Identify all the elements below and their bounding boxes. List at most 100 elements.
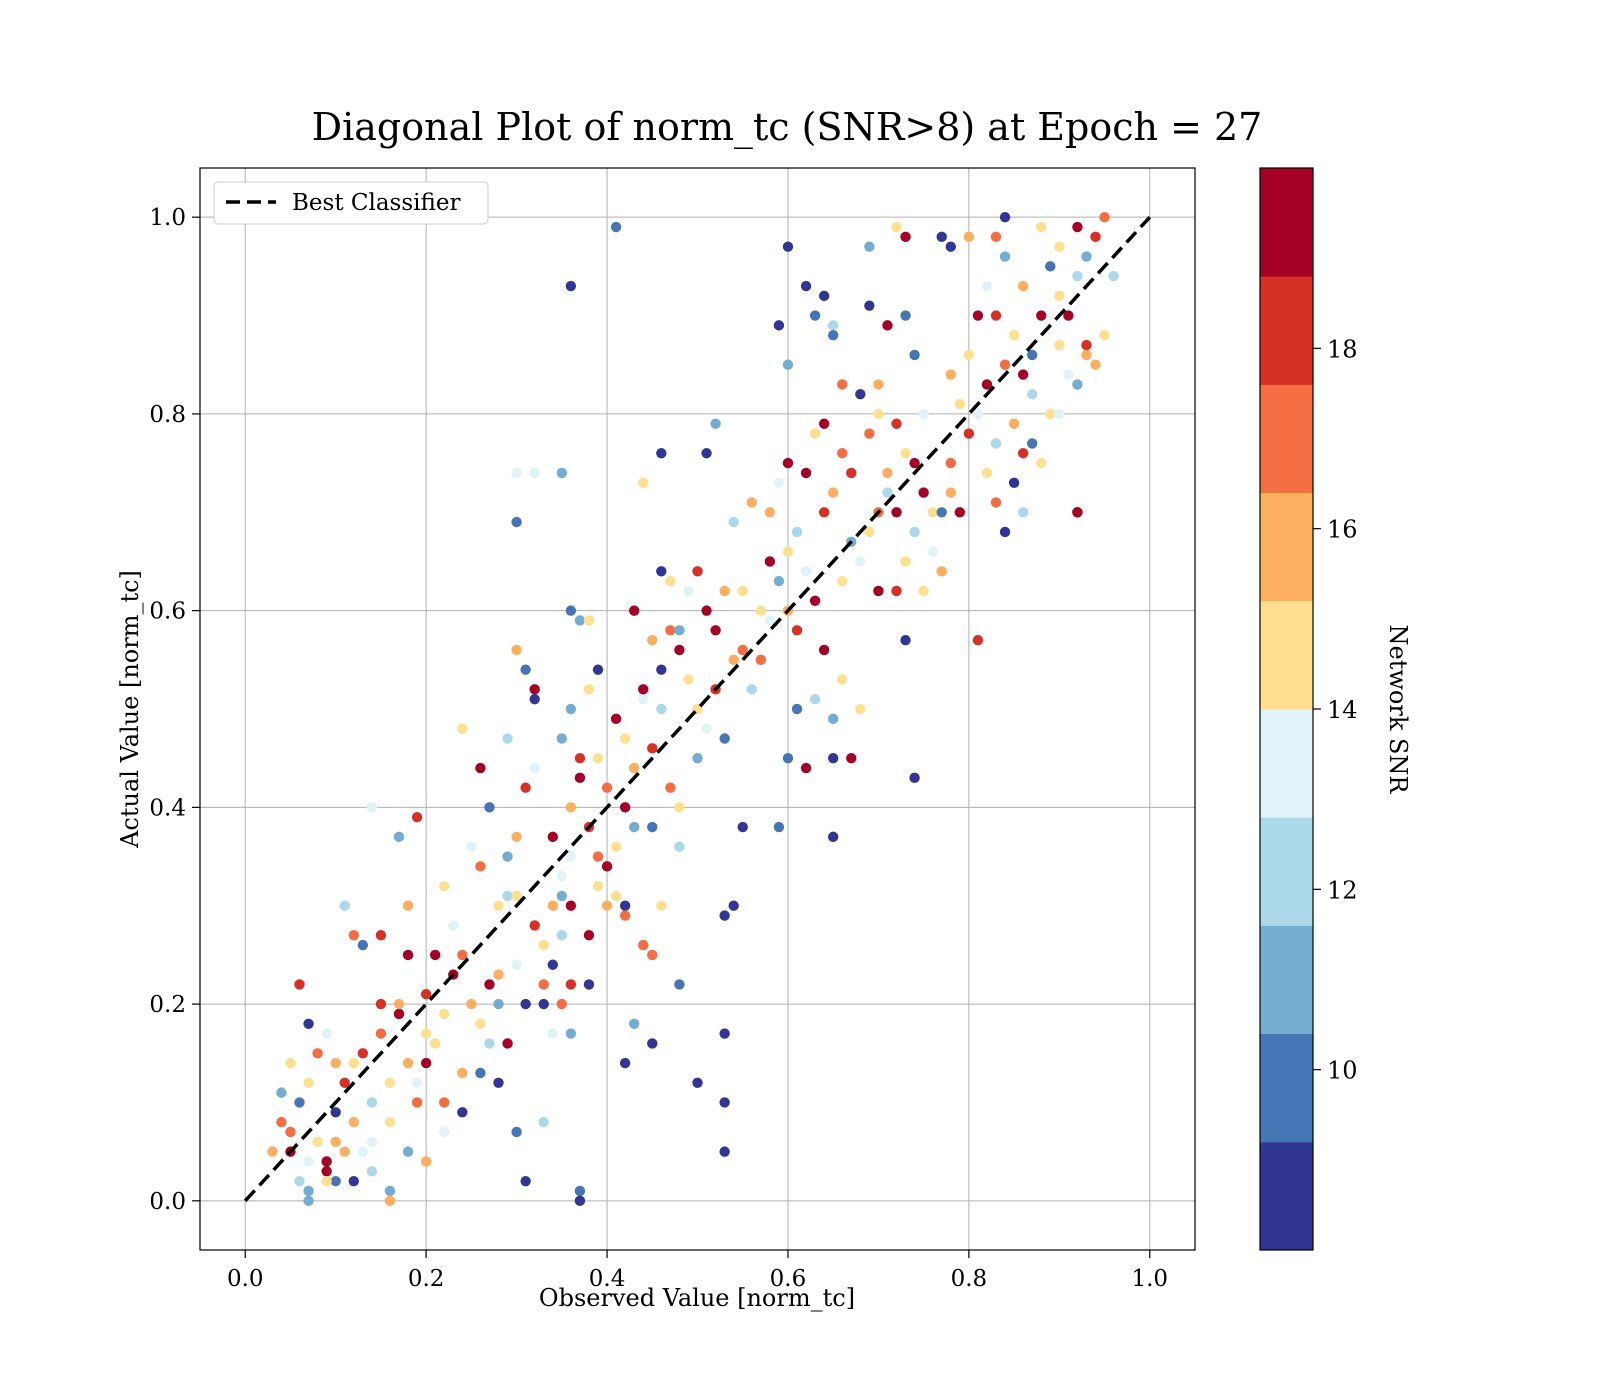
data-point xyxy=(674,841,685,852)
data-point xyxy=(411,1097,423,1108)
data-point xyxy=(466,998,477,1010)
data-point xyxy=(393,1008,405,1020)
data-point xyxy=(972,408,984,420)
data-point xyxy=(1026,389,1038,400)
data-point xyxy=(647,1038,658,1049)
colorbar-label: Network SNR xyxy=(1384,625,1412,795)
data-point xyxy=(556,467,568,479)
data-point xyxy=(674,625,685,636)
data-point xyxy=(900,448,911,459)
data-point xyxy=(818,290,830,302)
data-point xyxy=(791,703,803,715)
data-point xyxy=(556,890,568,902)
data-point xyxy=(773,821,785,833)
data-point xyxy=(746,684,757,695)
data-point xyxy=(366,1136,378,1148)
data-point xyxy=(520,998,531,1010)
grid xyxy=(200,168,1195,1250)
data-point xyxy=(927,546,938,557)
data-point xyxy=(864,428,875,439)
data-point xyxy=(737,821,748,833)
data-point xyxy=(294,1175,305,1187)
data-point xyxy=(864,526,875,538)
data-point xyxy=(547,900,558,911)
data-point xyxy=(954,398,966,410)
colorbar-band xyxy=(1260,276,1313,385)
data-point xyxy=(918,487,929,498)
data-point xyxy=(321,1028,332,1039)
data-point xyxy=(900,634,911,646)
data-point xyxy=(1026,349,1038,361)
data-point xyxy=(321,1166,332,1177)
data-point xyxy=(1036,457,1047,469)
data-point xyxy=(520,664,531,675)
data-point xyxy=(357,939,369,951)
data-point xyxy=(547,831,558,843)
data-point xyxy=(837,448,848,459)
data-point xyxy=(855,556,866,567)
data-point xyxy=(873,408,884,420)
data-point xyxy=(439,1008,450,1020)
data-point xyxy=(773,575,785,587)
data-point xyxy=(529,684,540,695)
data-point xyxy=(1036,221,1047,233)
data-point xyxy=(791,625,803,636)
data-point xyxy=(312,1048,323,1059)
colorbar-bands xyxy=(1260,168,1313,1251)
data-point xyxy=(511,516,522,528)
data-point xyxy=(837,674,848,685)
data-point xyxy=(375,1028,387,1039)
data-point xyxy=(1072,379,1083,390)
data-point xyxy=(999,526,1011,538)
colorbar-band xyxy=(1260,1141,1313,1251)
data-point xyxy=(520,1175,531,1187)
data-point xyxy=(900,556,911,567)
data-point xyxy=(1054,339,1065,351)
data-point xyxy=(565,605,577,616)
data-point xyxy=(628,821,640,833)
data-point xyxy=(1081,251,1092,262)
data-point xyxy=(312,1136,323,1148)
data-point xyxy=(1045,261,1056,272)
data-point xyxy=(809,595,821,606)
data-point xyxy=(674,802,685,813)
data-point xyxy=(303,1156,314,1167)
data-point xyxy=(782,752,794,764)
data-point xyxy=(493,969,504,980)
x-tick-label: 0.2 xyxy=(408,1266,445,1292)
data-point xyxy=(420,1028,432,1039)
data-point xyxy=(873,379,884,390)
colorbar-tick-label: 18 xyxy=(1327,335,1358,363)
data-point xyxy=(511,467,522,479)
data-point xyxy=(882,467,893,479)
plot-frame xyxy=(199,167,1196,1251)
data-point xyxy=(511,959,522,970)
data-point xyxy=(755,605,767,616)
data-point xyxy=(1108,271,1119,282)
data-point xyxy=(972,310,984,321)
data-point xyxy=(511,890,522,902)
data-point xyxy=(493,998,504,1010)
data-point xyxy=(719,733,730,744)
data-point xyxy=(719,1097,730,1108)
data-point xyxy=(827,752,839,764)
x-tick-label: 0.6 xyxy=(770,1266,807,1292)
data-point xyxy=(656,448,667,459)
data-point xyxy=(348,1175,359,1187)
data-point xyxy=(638,693,649,705)
data-point xyxy=(692,566,703,577)
data-point xyxy=(285,1126,296,1138)
data-point xyxy=(864,241,875,252)
data-point xyxy=(773,320,785,331)
data-point xyxy=(619,733,631,744)
data-point xyxy=(1008,477,1020,488)
data-point xyxy=(411,812,423,823)
data-point xyxy=(827,831,839,843)
data-point xyxy=(909,526,920,538)
x-tick-label: 0.8 xyxy=(951,1266,988,1292)
data-point xyxy=(357,1146,369,1157)
data-point xyxy=(330,1107,341,1118)
data-point xyxy=(1054,408,1065,420)
y-tick-label: 0.6 xyxy=(149,599,186,625)
data-point xyxy=(755,654,767,666)
